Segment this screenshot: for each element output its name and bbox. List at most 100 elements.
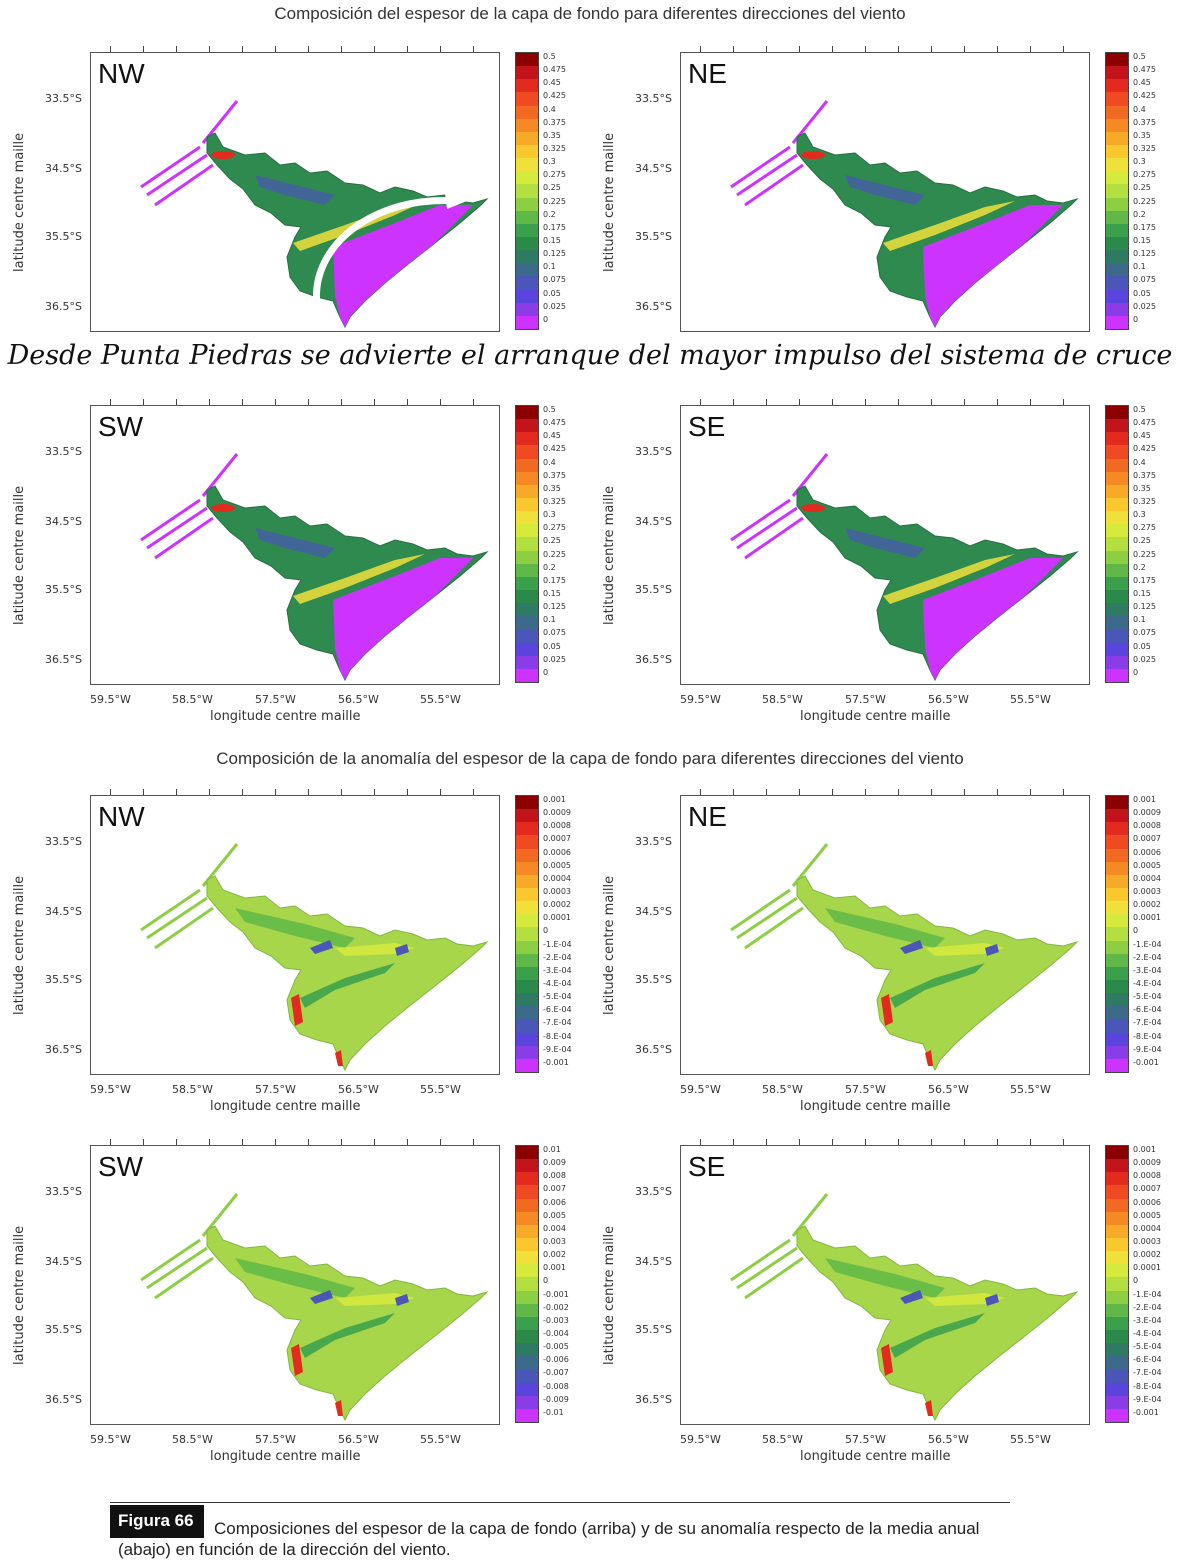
axis-tick	[473, 1139, 474, 1145]
legend-swatch	[1106, 484, 1128, 499]
axis-tick	[1030, 789, 1031, 795]
axis-tick	[440, 46, 441, 52]
legend-label: 0.425	[1133, 91, 1156, 101]
legend-label: 0.05	[1133, 288, 1151, 298]
y-tick-label: 36.5°S	[45, 1393, 82, 1406]
legend-swatch	[516, 537, 538, 552]
legend-label: 0.0002	[543, 900, 571, 910]
legend-label: -9.E-04	[1133, 1044, 1162, 1054]
legend-label: 0.3	[1133, 157, 1146, 167]
legend-swatch	[1106, 980, 1128, 994]
legend-label: 0.25	[1133, 536, 1151, 546]
axis-tick	[700, 1139, 701, 1145]
anomaly-coldspot	[900, 940, 999, 956]
estuary-map	[140, 100, 489, 329]
y-tick-label: 36.5°S	[635, 653, 672, 666]
legend-label: -0.006	[543, 1355, 569, 1365]
legend-swatch	[1106, 874, 1128, 889]
axis-tick	[440, 789, 441, 795]
legend-label: 0.0008	[543, 821, 571, 831]
panel-thk-ne: NE 33.5°S 34.5°S 35.5°S 36.5°S latitude centr…	[590, 40, 1180, 380]
axis-tick	[407, 1139, 408, 1145]
color-legend	[515, 795, 539, 1073]
x-axis-title: longitude centre maille	[210, 1449, 361, 1464]
legend-label: 0	[543, 314, 549, 324]
legend-swatch	[1106, 498, 1128, 512]
legend-label: -7.E-04	[1133, 1368, 1162, 1378]
estuary-map	[730, 100, 1079, 329]
legend-swatch	[516, 668, 538, 683]
legend-label: -3.E-04	[543, 965, 572, 975]
legend-swatch	[516, 966, 538, 981]
legend-label: -1.E-04	[1133, 939, 1162, 949]
legend-label: 0.05	[1133, 641, 1151, 651]
legend-swatch	[516, 250, 538, 264]
annotation-note: Desde Punta Piedras se advierte el arran…	[7, 340, 1173, 371]
y-axis-title: latitude centre maille	[12, 485, 27, 625]
legend-swatch	[1106, 184, 1128, 199]
x-tick-label: 55.5°W	[1010, 1083, 1051, 1096]
legend-label: 0.35	[1133, 483, 1151, 493]
axis-tick	[733, 46, 734, 52]
legend-swatch	[1106, 888, 1128, 902]
legend-swatch	[1106, 1356, 1128, 1370]
y-axis-title: latitude centre maille	[12, 1225, 27, 1365]
legend-swatch	[516, 171, 538, 185]
axis-tick	[832, 399, 833, 405]
legend-label: 0.2	[543, 209, 556, 219]
axis-tick	[341, 46, 342, 52]
legend-label: 0.175	[1133, 222, 1156, 232]
y-tick-label: 33.5°S	[45, 445, 82, 458]
legend-label: 0	[1133, 926, 1139, 936]
legend-label: 0.15	[543, 236, 561, 245]
legend-label: 0.0008	[1133, 821, 1161, 831]
legend-swatch	[1106, 655, 1128, 670]
legend-label: -1.E-04	[1133, 1289, 1162, 1299]
legend-swatch	[1106, 603, 1128, 617]
x-tick-label: 56.5°W	[338, 693, 379, 706]
anomaly-patch	[335, 943, 415, 956]
anomaly-patch	[235, 908, 355, 948]
axis-tick	[733, 399, 734, 405]
legend-swatch	[1106, 471, 1128, 486]
legend-swatch	[516, 1343, 538, 1357]
axis-tick	[110, 399, 111, 405]
axis-tick	[766, 46, 767, 52]
axis-tick	[898, 46, 899, 52]
legend-label: 0	[1133, 667, 1139, 677]
legend-swatch	[1106, 616, 1128, 630]
legend-label: 0.375	[1133, 117, 1156, 127]
legend-swatch	[1106, 809, 1128, 823]
anomaly-hotspot	[881, 994, 933, 1066]
legend-label: 0.0003	[1133, 1237, 1161, 1246]
legend-label: -2.E-04	[1133, 952, 1162, 962]
legend-label: -4.E-04	[543, 979, 572, 988]
legend-swatch	[516, 471, 538, 486]
legend-swatch	[516, 874, 538, 889]
legend-swatch	[1106, 250, 1128, 264]
legend-label: 0.0008	[1133, 1171, 1161, 1181]
legend-swatch	[516, 835, 538, 850]
axis-tick	[997, 46, 998, 52]
axis-tick	[143, 46, 144, 52]
legend-swatch	[516, 848, 538, 863]
y-tick-label: 34.5°S	[635, 162, 672, 175]
legend-swatch	[1106, 315, 1128, 330]
wind-direction-label: SE	[688, 411, 726, 442]
legend-swatch	[516, 223, 538, 238]
axis-tick	[1030, 46, 1031, 52]
low-thickness-zone	[333, 205, 473, 327]
legend-label: 0.45	[1133, 78, 1151, 88]
axis-tick	[766, 789, 767, 795]
legend-label: 0.0009	[1133, 808, 1161, 818]
legend-swatch	[1106, 223, 1128, 238]
legend-label: -1.E-04	[543, 939, 572, 949]
legend-swatch	[516, 616, 538, 630]
legend-label: 0.003	[543, 1237, 566, 1246]
legend-swatch	[1106, 1264, 1128, 1278]
legend-swatch	[516, 550, 538, 565]
legend-swatch	[1106, 432, 1128, 446]
legend-label: -0.001	[543, 1057, 569, 1067]
legend-label: -4.E-04	[1133, 979, 1162, 988]
x-tick-label: 56.5°W	[928, 693, 969, 706]
